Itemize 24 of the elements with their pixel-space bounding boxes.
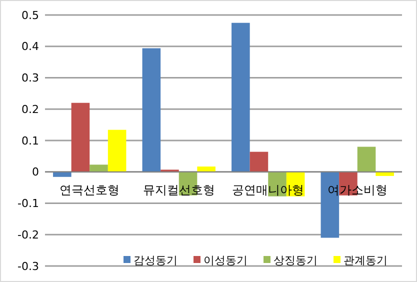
y-tick-label: -0.3 <box>18 260 39 273</box>
bar <box>108 130 126 172</box>
y-tick-label: 0.1 <box>22 134 39 148</box>
y-tick-label: 0.3 <box>22 72 39 85</box>
bar <box>357 146 376 172</box>
bar <box>90 164 108 172</box>
bar <box>232 22 250 172</box>
y-tick-label: -0.2 <box>18 228 39 242</box>
y-tick-label: 0 <box>32 166 39 179</box>
legend-label: 이성동기 <box>204 254 248 267</box>
y-tick-label: 0.4 <box>22 40 39 54</box>
legend-label: 감성동기 <box>134 254 178 267</box>
legend-label: 관계동기 <box>344 254 388 267</box>
bar <box>142 48 161 172</box>
x-tick-label: 연극선호형 <box>60 182 120 197</box>
bar <box>250 152 268 172</box>
legend-label: 상징동기 <box>274 254 318 267</box>
bar <box>197 166 216 172</box>
bar <box>71 102 90 172</box>
y-tick-label: 0.2 <box>22 102 39 116</box>
y-tick-label: 0.5 <box>22 8 39 22</box>
x-tick-label: 여가소비형 <box>327 182 388 197</box>
bar <box>53 172 72 177</box>
y-tick-label: -0.1 <box>18 197 39 210</box>
